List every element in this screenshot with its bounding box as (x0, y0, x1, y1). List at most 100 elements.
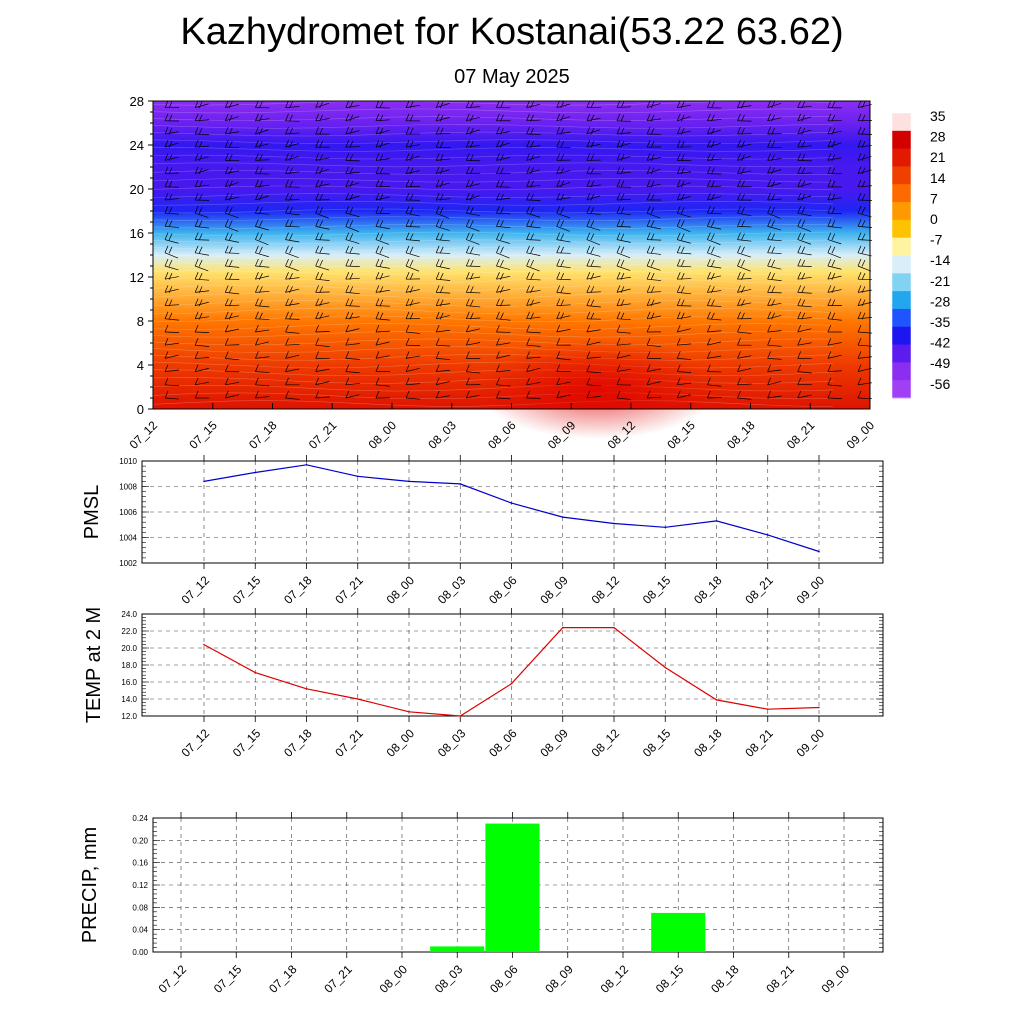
wind-barb (496, 232, 510, 244)
contour-line (152, 276, 834, 284)
wind-barb (737, 338, 752, 346)
wind-barb (496, 206, 511, 215)
contour-line (152, 193, 834, 198)
contour-line (152, 116, 833, 121)
wind-barb (194, 192, 210, 201)
wind-barb (435, 219, 450, 231)
colorbar-swatch (892, 148, 911, 167)
wind-barb (224, 153, 240, 162)
wind-barb (707, 153, 722, 162)
wind-barb (797, 232, 812, 245)
wind-barb (285, 179, 300, 188)
data-point (766, 534, 769, 536)
wind-barb (405, 285, 420, 294)
x-tick-label: 08_00 (384, 726, 418, 760)
wind-barb (345, 245, 360, 255)
wind-barb (285, 324, 300, 334)
wind-barb (435, 113, 450, 122)
colorbar-swatch (892, 308, 911, 328)
wind-barb (496, 166, 511, 175)
wind-barb (616, 311, 631, 321)
wind-barb (707, 377, 722, 387)
wind-barb (405, 179, 421, 188)
wind-barb (616, 140, 631, 148)
wind-barb (164, 258, 179, 271)
wind-barb (827, 219, 842, 229)
wind-barb (224, 140, 240, 148)
wind-barb (315, 377, 330, 386)
wind-barb (526, 179, 541, 188)
wind-barb (767, 232, 782, 242)
wind-barb (285, 272, 300, 280)
wind-barb (586, 338, 601, 346)
colorbar-swatch (892, 202, 911, 221)
wind-barb (345, 113, 360, 122)
wind-barb (676, 192, 691, 201)
y-tick-label: 0.24 (132, 814, 148, 823)
wind-barb (465, 324, 481, 333)
wind-barb (827, 192, 842, 201)
wind-barb (375, 245, 390, 258)
colorbar-swatch (892, 166, 911, 185)
wind-barb (586, 192, 601, 201)
wind-barb (797, 179, 812, 188)
wind-barb (164, 100, 180, 109)
x-tick-label: 07_18 (266, 962, 300, 996)
wind-barb (435, 206, 450, 219)
wind-barb (164, 140, 179, 148)
wind-barb (405, 126, 421, 135)
wind-barb (435, 245, 451, 254)
wind-barb (556, 166, 571, 175)
wind-barb (315, 140, 330, 148)
data-point (715, 699, 718, 701)
wind-barb (345, 377, 360, 386)
wind-barb (737, 390, 752, 400)
wind-barb (616, 219, 631, 228)
wind-barb (435, 311, 450, 320)
wind-barb (616, 338, 631, 346)
wind-barb (496, 100, 511, 109)
wind-barb (646, 245, 662, 255)
wind-barb (194, 298, 209, 307)
x-tick-label: 07_12 (127, 418, 161, 452)
wind-barb (707, 192, 722, 201)
colorbar-swatch (892, 113, 911, 132)
data-point (356, 698, 359, 700)
y-tick-label: 28 (130, 94, 144, 109)
wind-barb (676, 179, 691, 188)
data-point (510, 502, 513, 504)
wind-barb (586, 206, 601, 215)
wind-barb (255, 179, 270, 188)
data-point (203, 643, 205, 646)
contour-line (152, 170, 834, 175)
contour-line (152, 361, 834, 369)
wind-barb (737, 298, 752, 307)
wind-barb (405, 298, 420, 307)
data-point (561, 626, 564, 629)
contour-line (152, 154, 834, 160)
wind-barb (707, 232, 721, 245)
wind-barb (586, 258, 601, 268)
wind-barb (586, 324, 601, 333)
wind-barb (224, 126, 240, 135)
wind-barb (315, 192, 330, 201)
wind-barb (194, 377, 209, 386)
wind-barb (646, 298, 661, 307)
x-tick-label: 09_00 (794, 726, 828, 760)
contour-line (152, 108, 834, 114)
wind-barb (827, 166, 842, 175)
wind-barb (164, 311, 179, 321)
wind-barb (767, 140, 782, 148)
wind-barb (465, 245, 481, 256)
wind-barb (345, 324, 360, 333)
wind-barb (646, 258, 661, 271)
wind-barb (255, 166, 270, 175)
wind-barb (767, 245, 782, 254)
wind-barb (255, 338, 270, 346)
wind-barb (797, 272, 812, 280)
wind-barb (405, 324, 421, 334)
wind-barb (797, 298, 812, 308)
wind-barb (797, 153, 812, 162)
wind-barb (194, 324, 210, 333)
x-tick-label: 08_18 (691, 573, 725, 607)
